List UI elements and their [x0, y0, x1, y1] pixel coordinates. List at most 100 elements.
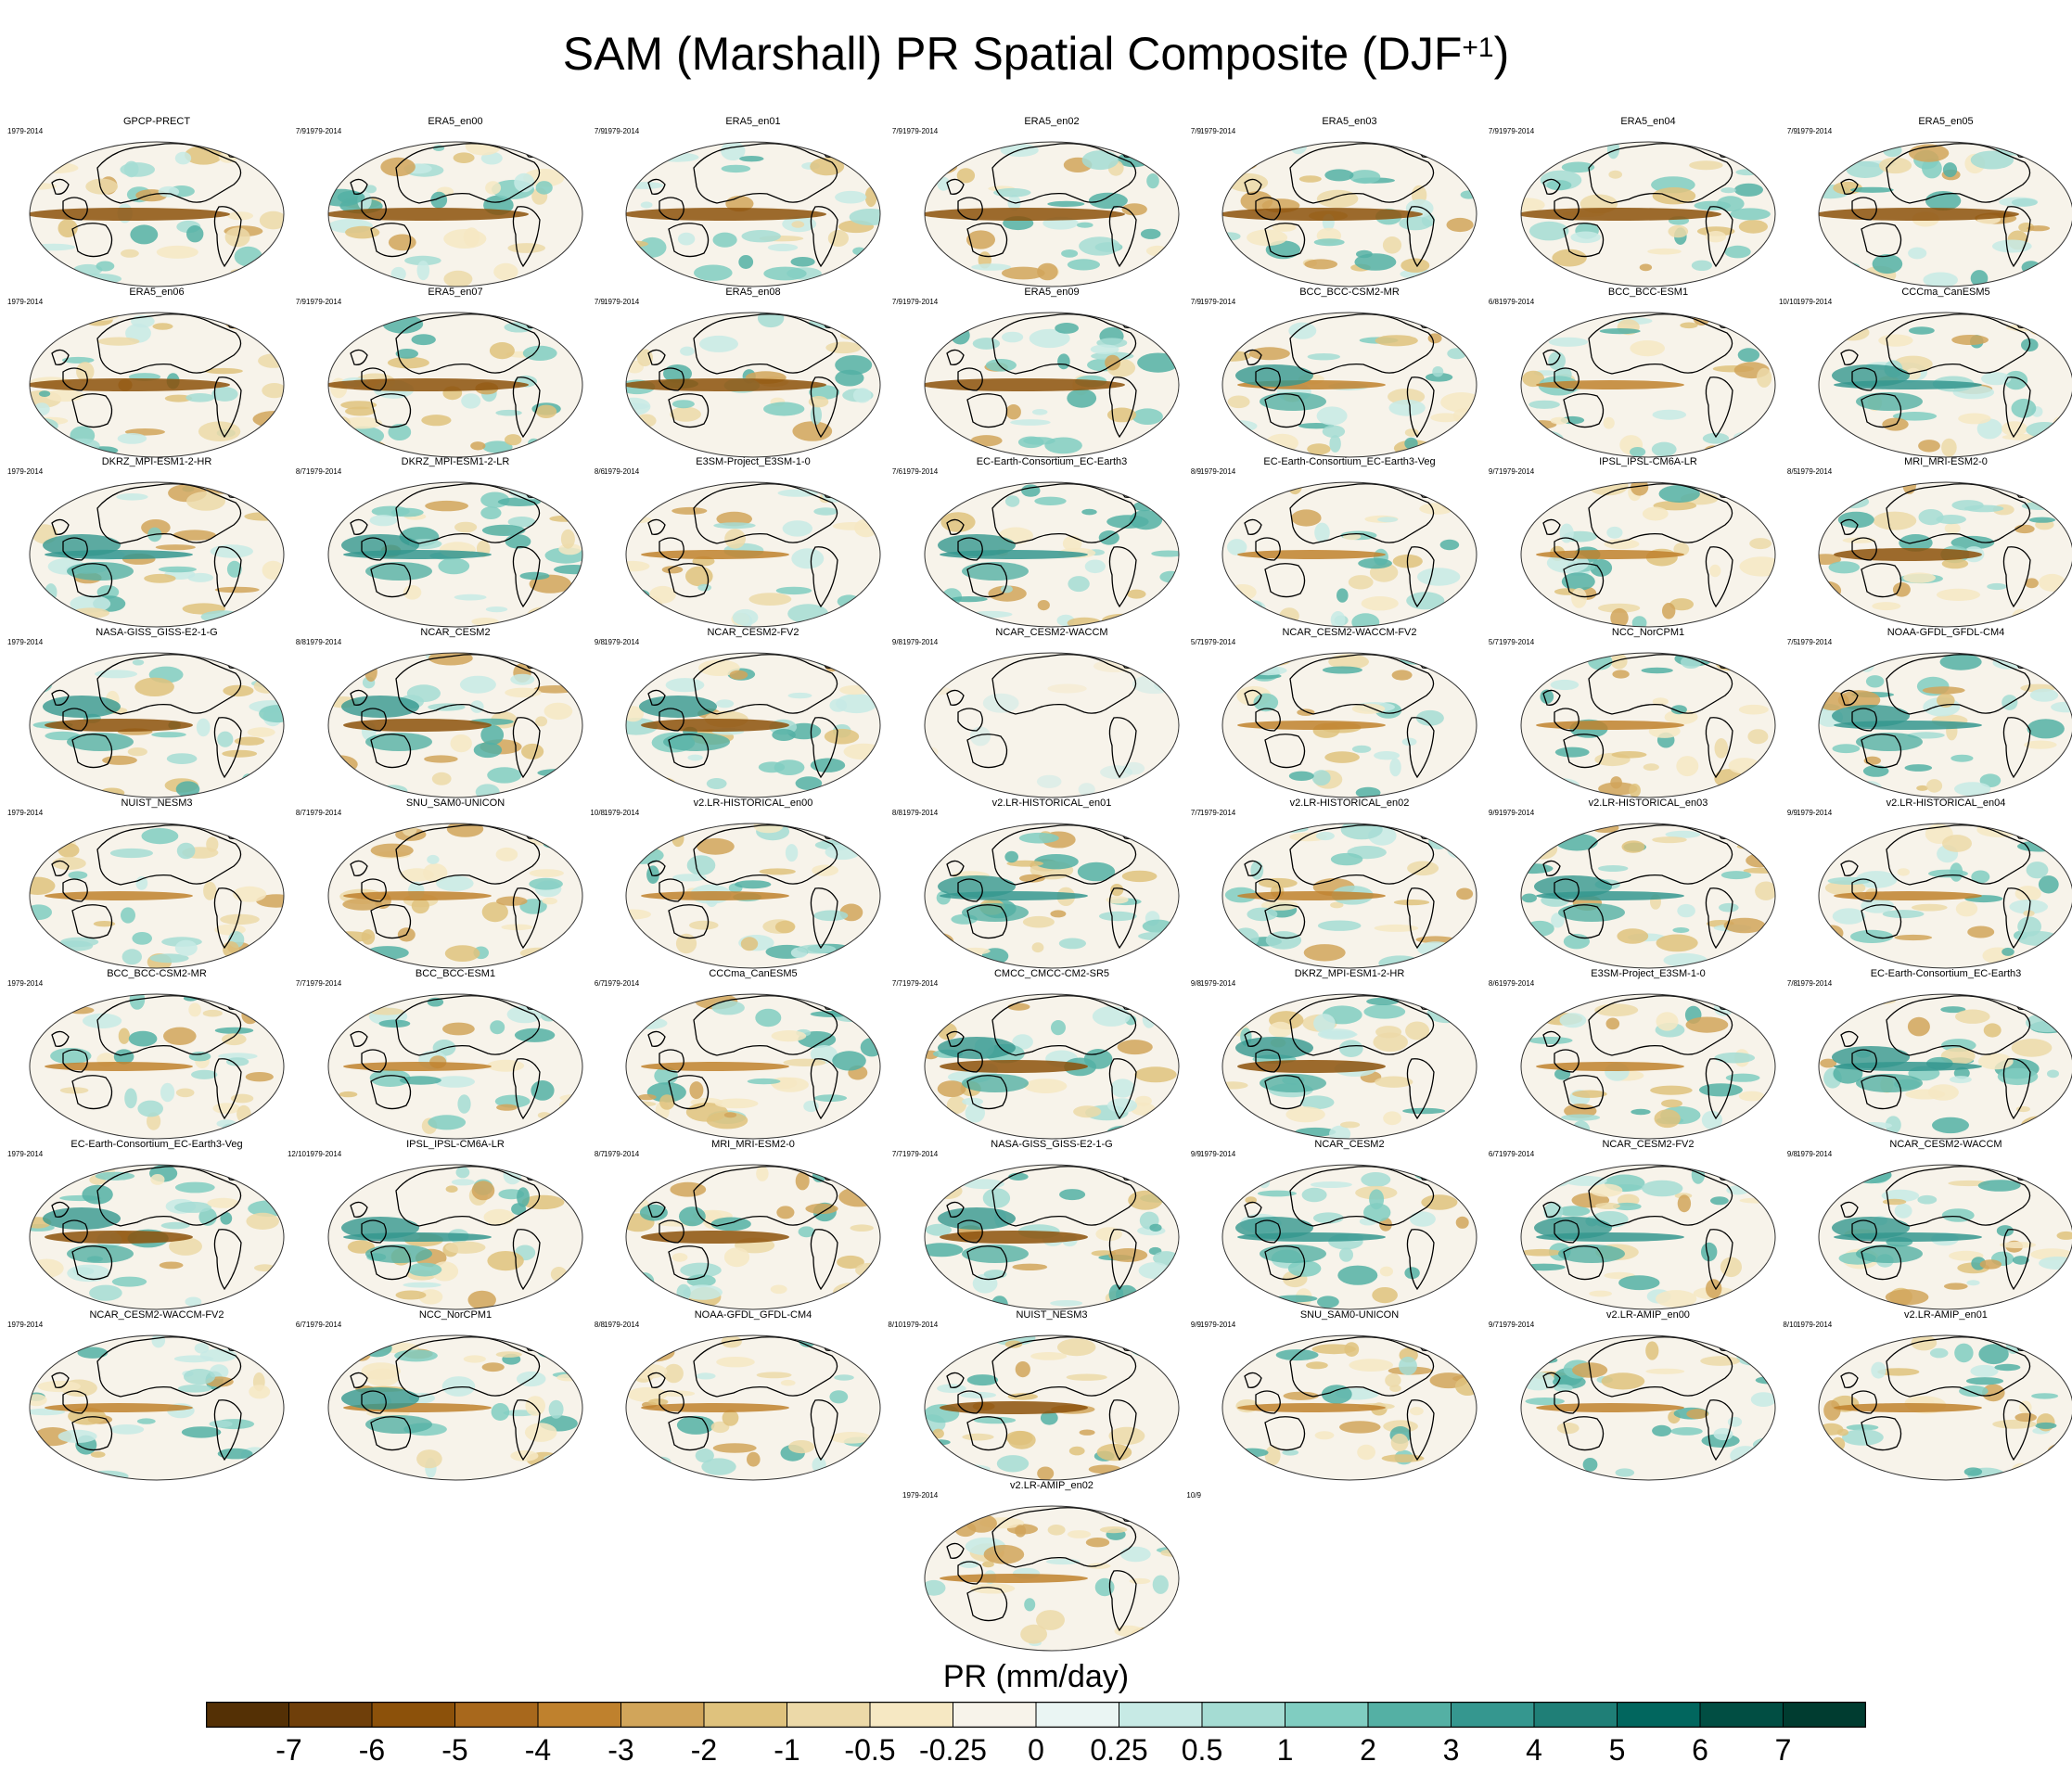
- panel-period: 1979-2014: [1797, 979, 1833, 988]
- coastline: [51, 178, 70, 195]
- panel-title: v2.LR-HISTORICAL_en01: [991, 798, 1112, 809]
- precip-anomaly-patch: [1287, 482, 1303, 495]
- coastline: [1705, 206, 1733, 268]
- precip-anomaly-patch: [1381, 1454, 1425, 1462]
- precip-anomaly-patch: [459, 675, 496, 694]
- panel-title: NCAR_CESM2: [420, 627, 491, 638]
- map-panel: NUIST_NESM3 1979-2014 8/7: [7, 798, 306, 974]
- panel-period: 1979-2014: [604, 1321, 640, 1329]
- panel-period: 1979-2014: [7, 467, 44, 476]
- precip-anomaly-patch: [782, 520, 812, 537]
- coastline: [1588, 313, 1733, 375]
- coastline: [693, 483, 838, 544]
- precip-anomaly-patch: [1645, 1368, 1685, 1374]
- precip-anomaly-patch: [403, 585, 422, 600]
- coastline: [1542, 1372, 1561, 1388]
- panel-title: DKRZ_MPI-ESM1-2-HR: [1294, 968, 1405, 979]
- precip-anomaly-patch: [424, 755, 458, 763]
- wet-anomaly: [639, 696, 717, 718]
- precip-anomaly-patch: [2009, 900, 2048, 914]
- precip-anomaly-patch: [166, 753, 198, 764]
- coastline: [1861, 563, 1902, 598]
- coastline: [1255, 708, 1281, 732]
- precip-anomaly-patch: [1021, 484, 1041, 497]
- precip-anomaly-patch: [1349, 170, 1381, 185]
- panel-count: 10/9: [1186, 1491, 1201, 1500]
- precip-anomaly-patch: [852, 388, 872, 403]
- panel-title: EC-Earth-Consortium_EC-Earth3: [1870, 968, 2022, 979]
- precip-anomaly-patch: [1582, 1458, 1598, 1472]
- precip-anomaly-patch: [1564, 1175, 1607, 1186]
- wet-anomaly: [365, 1415, 432, 1434]
- coastline: [668, 223, 710, 258]
- map-border: [625, 993, 881, 1140]
- precip-anomaly-patch: [510, 673, 535, 685]
- coastline: [659, 1390, 684, 1414]
- map-panel: EC-Earth-Consortium_EC-Earth31979-20149/…: [1797, 968, 2072, 1144]
- precip-anomaly-patch: [697, 837, 735, 855]
- map-panel: ERA5_en03 1979-2014 7/9: [1200, 116, 1499, 292]
- precip-anomaly-patch: [52, 856, 86, 871]
- precip-anomaly-patch: [735, 880, 772, 889]
- precip-anomaly-patch: [675, 933, 697, 954]
- precip-anomaly-patch: [507, 517, 536, 528]
- colorbar-tick-label: 2: [1360, 1733, 1376, 1767]
- precip-anomaly-patch: [1819, 554, 1842, 565]
- colorbar-swatch: [1202, 1702, 1285, 1728]
- precip-anomaly-patch: [361, 1362, 401, 1380]
- world-map: [29, 993, 285, 1140]
- precip-anomaly-patch: [1881, 1189, 1920, 1202]
- precip-anomaly-patch: [365, 946, 409, 960]
- precip-anomaly-patch: [722, 1410, 739, 1426]
- precip-anomaly-patch: [1351, 745, 1372, 753]
- equatorial-band: [1834, 548, 1982, 561]
- wet-anomaly: [1832, 1046, 1910, 1068]
- panel-count: 8/10: [888, 1321, 902, 1329]
- coastline: [1861, 1416, 1902, 1451]
- precip-anomaly-patch: [1730, 1335, 1746, 1350]
- world-map: [29, 823, 285, 969]
- precip-anomaly-patch: [1970, 270, 1989, 287]
- precip-anomaly-patch: [258, 936, 284, 951]
- precip-anomaly-patch: [1831, 1436, 1846, 1451]
- precip-anomaly-patch: [522, 345, 557, 361]
- precip-anomaly-patch: [1317, 1028, 1356, 1040]
- coastline: [1840, 518, 1859, 535]
- precip-anomaly-patch: [748, 593, 792, 606]
- precip-anomaly-patch: [1061, 249, 1079, 258]
- precip-anomaly-patch: [648, 1398, 669, 1406]
- coastline: [957, 878, 983, 902]
- precip-anomaly-patch: [411, 898, 429, 914]
- equatorial-band: [45, 891, 193, 900]
- precip-anomaly-patch: [714, 1098, 759, 1109]
- coastline: [1563, 223, 1605, 258]
- panel-period: 1979-2014: [902, 467, 939, 476]
- precip-anomaly-patch: [132, 659, 145, 666]
- precip-anomaly-patch: [1904, 764, 1933, 772]
- precip-anomaly-patch: [204, 367, 243, 375]
- coastline: [395, 313, 541, 375]
- precip-anomaly-patch: [455, 1167, 470, 1179]
- coastline: [71, 223, 113, 258]
- precip-anomaly-patch: [1358, 557, 1392, 569]
- precip-anomaly-patch: [340, 401, 377, 410]
- precip-anomaly-patch: [174, 1181, 215, 1193]
- precip-anomaly-patch: [963, 1179, 1004, 1190]
- precip-anomaly-patch: [210, 544, 253, 558]
- precip-anomaly-patch: [825, 341, 862, 354]
- precip-anomaly-patch: [1597, 603, 1641, 613]
- precip-anomaly-patch: [225, 1057, 249, 1066]
- precip-anomaly-patch: [1521, 198, 1545, 212]
- precip-anomaly-patch: [1907, 1016, 1930, 1037]
- precip-anomaly-patch: [1735, 169, 1759, 176]
- precip-anomaly-patch: [514, 172, 535, 193]
- precip-anomaly-patch: [542, 897, 557, 905]
- world-map: [625, 1164, 881, 1310]
- precip-anomaly-patch: [1730, 208, 1771, 221]
- precip-anomaly-patch: [1670, 705, 1687, 715]
- precip-anomaly-patch: [747, 1078, 781, 1085]
- coastline: [1542, 1201, 1561, 1218]
- precip-anomaly-patch: [1248, 347, 1290, 361]
- precip-anomaly-patch: [925, 940, 956, 948]
- precip-anomaly-patch: [701, 1458, 736, 1475]
